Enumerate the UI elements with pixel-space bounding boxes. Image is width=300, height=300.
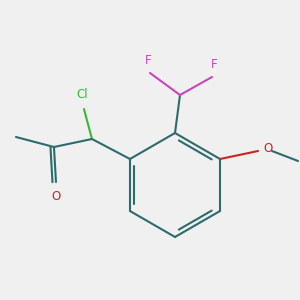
Text: O: O: [263, 142, 272, 154]
Text: F: F: [145, 54, 151, 67]
Text: F: F: [211, 58, 217, 71]
Text: Cl: Cl: [76, 88, 88, 101]
Text: O: O: [51, 190, 61, 203]
